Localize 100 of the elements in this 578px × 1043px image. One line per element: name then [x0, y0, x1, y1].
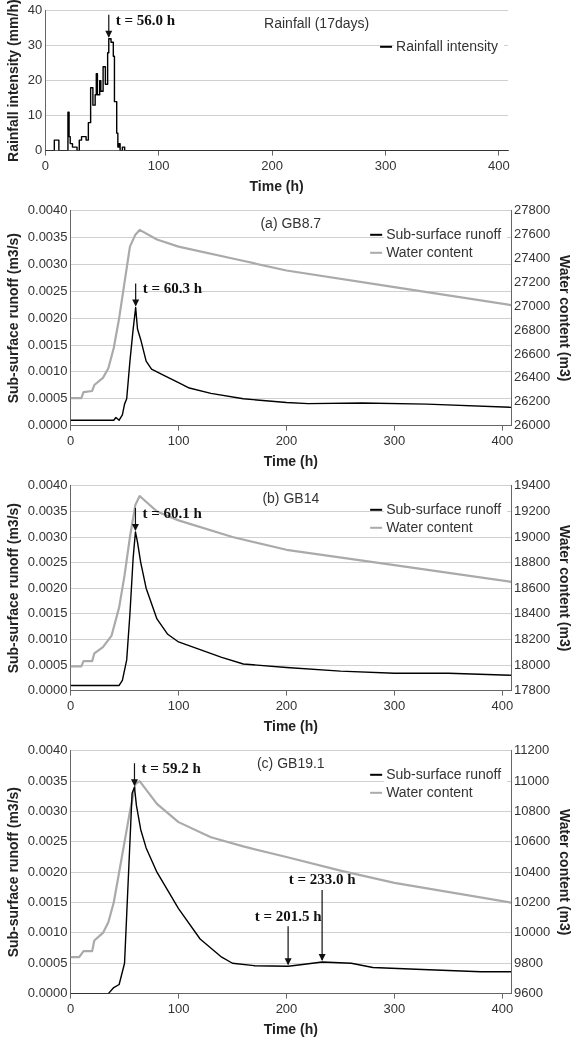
- y-tick-label: 0.0040: [27, 477, 68, 493]
- y-tick-label: 0.0030: [27, 256, 68, 272]
- x-axis-title: Time (h): [263, 718, 318, 735]
- y2-tick-label: 27200: [514, 273, 551, 289]
- x-tick-label: 400: [488, 157, 510, 173]
- y2-tick-label: 27800: [514, 202, 551, 218]
- x-tick-label: 200: [261, 157, 283, 173]
- y-tick-label: 0: [35, 142, 43, 158]
- y2-tick-label: 10200: [514, 894, 551, 910]
- legend-label: Rainfall intensity: [396, 37, 498, 54]
- x-tick-label: 100: [147, 157, 170, 173]
- y2-tick-label: 9800: [514, 954, 543, 970]
- y2-axis-title: Water content (m3): [556, 525, 573, 652]
- x-tick-label: 300: [383, 1000, 406, 1016]
- legend-label: Sub-surface runoff: [386, 500, 502, 517]
- y-tick-label: 0.0025: [27, 282, 68, 298]
- y-tick-label: 20: [27, 72, 43, 88]
- y2-tick-label: 10800: [514, 803, 551, 819]
- y2-tick-label: 26000: [514, 417, 551, 433]
- x-axis-title: Time (h): [263, 453, 318, 470]
- y-tick-label: 40: [27, 2, 43, 18]
- y-tick-label: 0.0015: [27, 894, 68, 910]
- legend-label: Sub-surface runoff: [386, 765, 502, 782]
- y-axis-title: Sub-surface runoff (m3/s): [5, 787, 22, 958]
- y-tick-label: 0.0035: [27, 772, 68, 788]
- y2-tick-label: 26200: [514, 393, 551, 409]
- legend-label: Water content: [386, 783, 473, 800]
- annotation: t = 60.1 h: [142, 504, 203, 521]
- y2-axis-title: Water content (m3): [556, 809, 573, 936]
- x-tick-label: 200: [275, 697, 298, 713]
- y-axis-title: Rainfall intensity (mm/h): [5, 0, 22, 162]
- y-tick-label: 0.0005: [27, 390, 68, 406]
- x-tick-label: 400: [491, 1000, 514, 1016]
- y2-tick-label: 26800: [514, 321, 551, 337]
- y2-tick-label: 18800: [514, 554, 551, 570]
- y-tick-label: 0.0015: [27, 336, 68, 352]
- y-tick-label: 0.0010: [27, 363, 68, 379]
- y-tick-label: 0.0000: [27, 682, 68, 698]
- y-tick-label: 30: [27, 37, 43, 53]
- y2-tick-label: 18400: [514, 605, 551, 621]
- legend-label: Water content: [386, 518, 473, 535]
- y2-tick-label: 18000: [514, 656, 551, 672]
- y-tick-label: 0.0030: [27, 528, 68, 544]
- y2-tick-label: 10400: [514, 863, 551, 879]
- annotation: t = 201.5 h: [254, 907, 323, 924]
- y2-tick-label: 11200: [514, 742, 550, 758]
- x-tick-label: 100: [167, 697, 190, 713]
- y-tick-label: 0.0025: [27, 833, 68, 849]
- y-tick-label: 0.0040: [27, 742, 68, 758]
- legend-label: Sub-surface runoff: [386, 225, 502, 242]
- y2-tick-label: 26400: [514, 369, 551, 385]
- x-tick-label: 300: [383, 432, 406, 448]
- x-tick-label: 300: [383, 697, 406, 713]
- y2-tick-label: 17800: [514, 682, 551, 698]
- y2-tick-label: 18600: [514, 579, 551, 595]
- y-tick-label: 0.0020: [27, 579, 68, 595]
- legend-label: Water content: [386, 243, 473, 260]
- y-tick-label: 0.0020: [27, 309, 68, 325]
- y2-tick-label: 9600: [514, 985, 543, 1001]
- x-tick-label: 300: [374, 157, 397, 173]
- y2-tick-label: 18200: [514, 630, 551, 646]
- y-tick-label: 0.0005: [27, 954, 68, 970]
- x-tick-label: 200: [275, 1000, 298, 1016]
- chart-title: Rainfall (17days): [264, 14, 370, 31]
- y-tick-label: 10: [27, 107, 43, 123]
- y2-tick-label: 19400: [514, 477, 551, 493]
- y-tick-label: 0.0035: [27, 229, 68, 245]
- y2-tick-label: 27000: [514, 297, 551, 313]
- annotation: t = 60.3 h: [142, 280, 203, 297]
- y2-tick-label: 11000: [514, 772, 550, 788]
- x-tick-label: 100: [167, 432, 190, 448]
- y-tick-label: 0.0010: [27, 924, 68, 940]
- y-axis-title: Sub-surface runoff (m3/s): [5, 503, 22, 674]
- x-tick-label: 400: [491, 697, 514, 713]
- annotation: t = 59.2 h: [141, 760, 202, 777]
- y2-tick-label: 10600: [514, 833, 551, 849]
- y2-tick-label: 10000: [514, 924, 551, 940]
- annotation: t = 233.0 h: [288, 871, 357, 888]
- y-tick-label: 0.0015: [27, 605, 68, 621]
- y-tick-label: 0.0000: [27, 417, 68, 433]
- x-axis-title: Time (h): [263, 1021, 318, 1038]
- y-tick-label: 0.0010: [27, 630, 68, 646]
- y-tick-label: 0.0005: [27, 656, 68, 672]
- y2-tick-label: 27400: [514, 250, 551, 266]
- y-tick-label: 0.0035: [27, 502, 68, 518]
- x-tick-label: 400: [491, 432, 514, 448]
- y2-tick-label: 19200: [514, 502, 551, 518]
- y2-tick-label: 26600: [514, 345, 551, 361]
- y-tick-label: 0.0040: [27, 202, 68, 218]
- x-tick-label: 200: [275, 432, 298, 448]
- chart-title: (c) GB19.1: [256, 754, 325, 771]
- y-tick-label: 0.0000: [27, 985, 68, 1001]
- chart-title: (b) GB14: [262, 489, 320, 506]
- y-tick-label: 0.0030: [27, 803, 68, 819]
- annotation: t = 56.0 h: [115, 11, 176, 28]
- y2-axis-title: Water content (m3): [556, 255, 573, 382]
- y-tick-label: 0.0020: [27, 863, 68, 879]
- x-axis-title: Time (h): [249, 178, 304, 195]
- y-axis-title: Sub-surface runoff (m3/s): [5, 233, 22, 404]
- y2-tick-label: 27600: [514, 226, 551, 242]
